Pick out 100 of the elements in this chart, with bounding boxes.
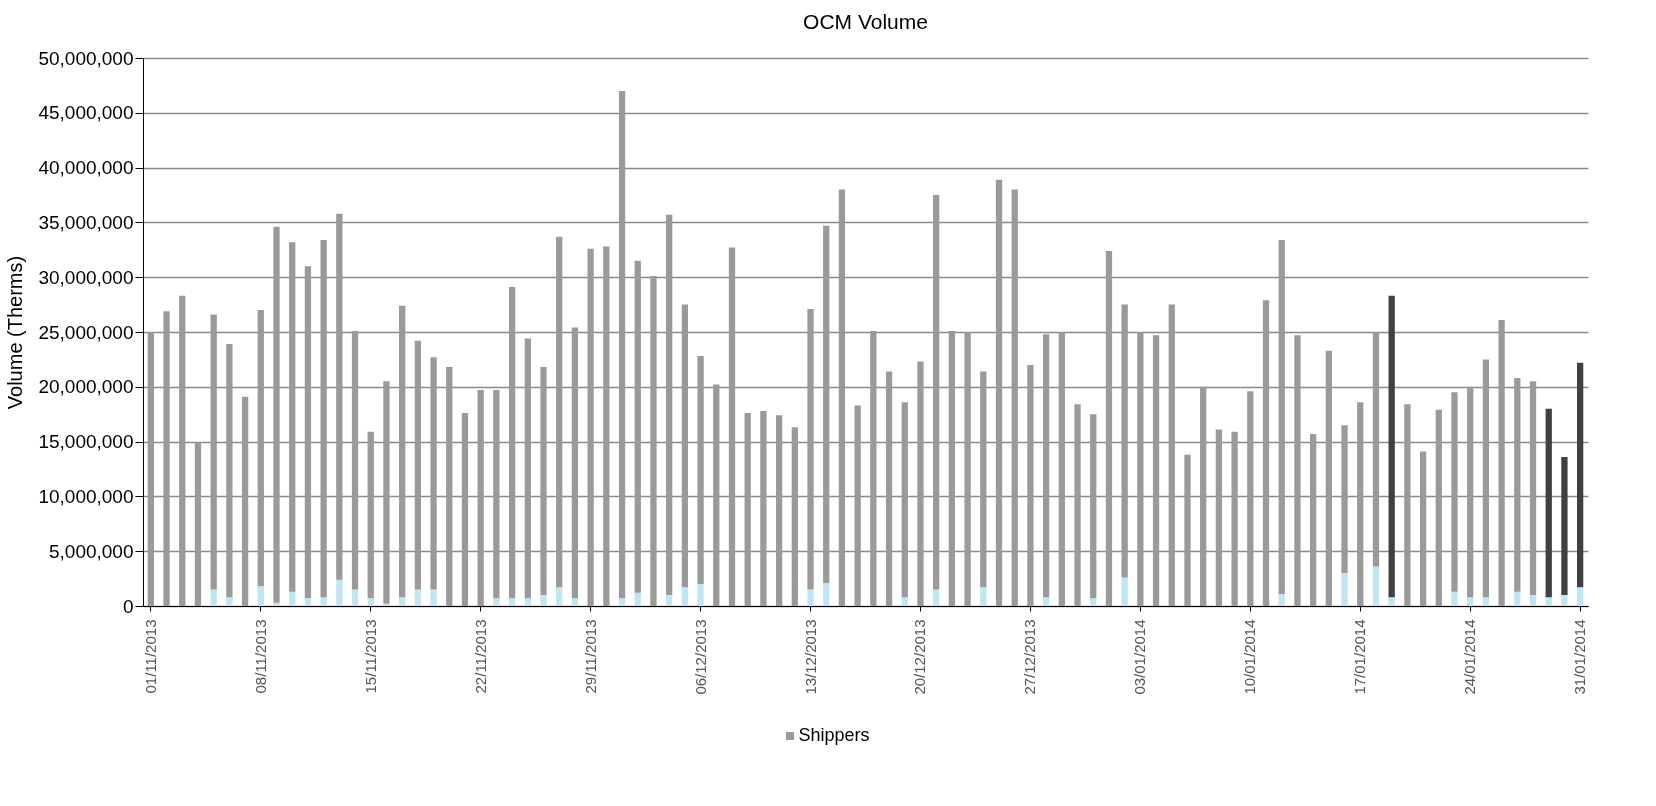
- bar: [383, 603, 390, 606]
- bar: [933, 195, 940, 590]
- bar: [241, 396, 249, 606]
- bar: [399, 597, 406, 606]
- bar: [289, 591, 296, 606]
- bar: [1121, 304, 1128, 578]
- bar: [1168, 304, 1175, 606]
- bar: [1278, 239, 1285, 594]
- bar: [477, 390, 484, 606]
- bar: [461, 413, 469, 606]
- x-tick-label: 24/01/2014: [1461, 619, 1479, 695]
- bar: [1184, 454, 1191, 606]
- bar: [1372, 332, 1380, 567]
- x-tick-label: 01/11/2013: [141, 619, 159, 694]
- bar: [1357, 402, 1364, 606]
- bar: [210, 589, 217, 606]
- bar: [1200, 386, 1207, 606]
- bar: [556, 236, 563, 588]
- bar: [1215, 429, 1223, 606]
- bar: [1529, 595, 1537, 606]
- x-tick-label: 17/01/2014: [1351, 619, 1369, 695]
- bar: [964, 332, 971, 606]
- y-axis-title: Volume (Therms): [4, 255, 27, 410]
- bar: [1309, 433, 1317, 606]
- bar: [1467, 597, 1474, 606]
- bar: [980, 587, 987, 606]
- bar: [1482, 597, 1490, 606]
- bar: [1090, 598, 1097, 606]
- bar: [540, 595, 547, 606]
- bar: [1404, 404, 1411, 606]
- bar: [257, 586, 264, 606]
- bar: [1498, 319, 1505, 606]
- bar: [728, 247, 736, 606]
- bar: [948, 330, 956, 606]
- bar: [1152, 335, 1160, 606]
- bar: [807, 308, 814, 590]
- bar: [1247, 391, 1254, 606]
- y-tick-label: 5,000,000: [48, 540, 134, 562]
- y-tick-label: 40,000,000: [38, 157, 134, 179]
- bar: [1545, 408, 1552, 598]
- bar: [1388, 295, 1395, 598]
- x-tick-label: 22/11/2013: [471, 619, 489, 694]
- bar: [697, 356, 704, 585]
- bar: [854, 405, 861, 606]
- bar: [1529, 381, 1537, 596]
- bar: [1058, 332, 1065, 606]
- bar: [320, 239, 327, 598]
- x-tick-label: 29/11/2013: [581, 619, 599, 694]
- bar: [1341, 573, 1348, 606]
- x-tick-label: 27/12/2013: [1021, 619, 1039, 695]
- bar: [414, 340, 422, 590]
- bar: [1419, 451, 1427, 606]
- bar: [1262, 300, 1270, 606]
- bar: [1388, 597, 1395, 606]
- y-tick-label: 20,000,000: [38, 376, 134, 398]
- bar: [1105, 250, 1113, 606]
- bar: [618, 90, 626, 599]
- bar: [1011, 189, 1018, 606]
- bar: [980, 371, 987, 588]
- bar: [273, 602, 280, 606]
- y-tick-label: 45,000,000: [38, 102, 134, 124]
- bar: [1451, 392, 1458, 592]
- bar: [179, 295, 186, 606]
- bar: [901, 402, 908, 598]
- bar: [1294, 335, 1301, 606]
- x-tick-label: 20/12/2013: [911, 619, 929, 695]
- bar: [351, 589, 359, 606]
- bar: [1545, 597, 1552, 606]
- bar: [1121, 577, 1128, 606]
- bar: [1561, 456, 1568, 596]
- bar: [807, 589, 814, 606]
- chart-title: OCM Volume: [803, 10, 928, 33]
- bar: [870, 330, 877, 606]
- bar: [556, 587, 563, 606]
- bar: [351, 330, 359, 590]
- x-tick-label: 08/11/2013: [251, 619, 269, 694]
- bar: [634, 260, 641, 593]
- bar: [336, 579, 343, 606]
- bar: [1231, 431, 1238, 606]
- bar: [1278, 593, 1285, 606]
- bar: [1451, 591, 1458, 606]
- bar: [917, 361, 924, 606]
- bar: [304, 598, 312, 606]
- y-tick-label: 50,000,000: [38, 47, 134, 69]
- bar: [901, 597, 908, 606]
- bar: [1090, 414, 1097, 599]
- legend-label: Shippers: [798, 725, 870, 746]
- bar: [304, 266, 312, 599]
- bar: [493, 390, 500, 599]
- y-tick-label: 15,000,000: [38, 431, 134, 453]
- y-tick-label: 25,000,000: [38, 321, 134, 343]
- bar: [995, 179, 1003, 606]
- bar: [650, 276, 657, 606]
- bar: [524, 598, 531, 606]
- bar: [399, 305, 406, 598]
- y-tick-label: 0: [122, 595, 134, 617]
- bar: [681, 587, 689, 606]
- bar: [1514, 378, 1521, 592]
- bar: [1042, 597, 1050, 606]
- bar: [681, 304, 689, 588]
